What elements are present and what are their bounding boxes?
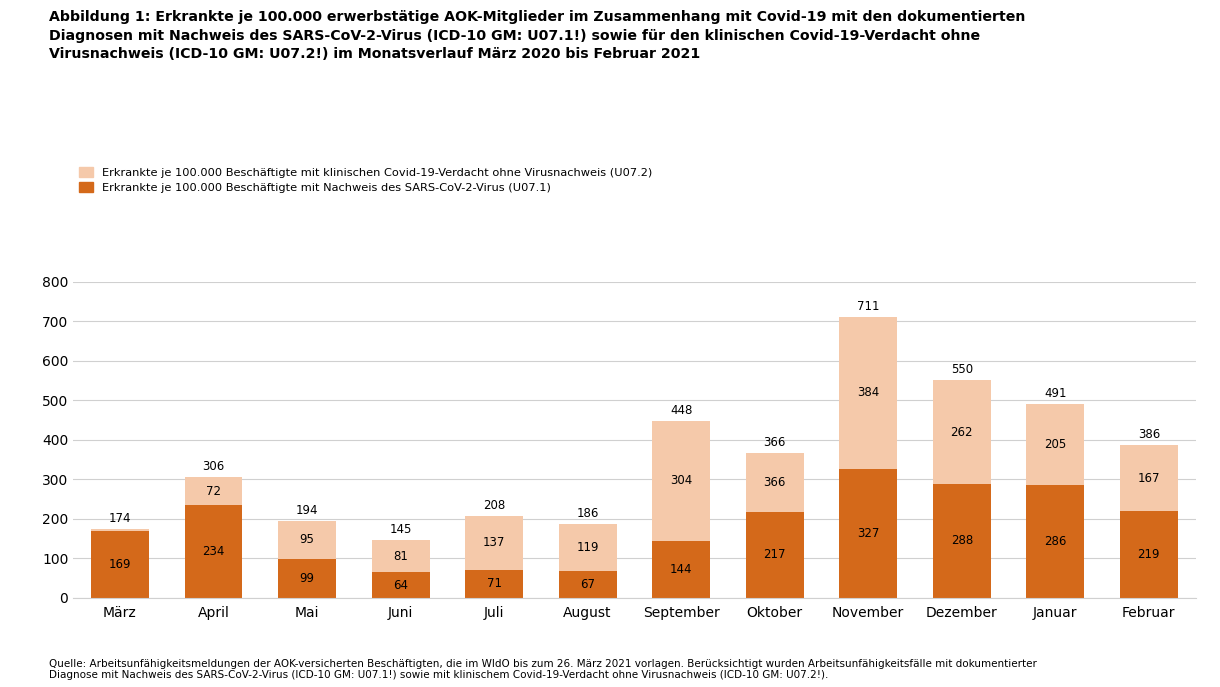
Text: 119: 119 [576,541,599,554]
Text: Abbildung 1: Erkrankte je 100.000 erwerbstätige AOK-Mitglieder im Zusammenhang m: Abbildung 1: Erkrankte je 100.000 erwerb… [49,10,1025,61]
Text: 262: 262 [950,426,974,439]
Bar [92,529,149,531]
Bar [278,559,336,598]
Bar [653,420,710,541]
Bar [465,570,523,598]
Text: 194: 194 [295,504,318,517]
Text: 208: 208 [483,499,505,512]
Text: 64: 64 [393,578,407,592]
Bar [465,515,523,570]
Bar [1026,404,1085,485]
Bar [1120,445,1177,511]
Text: 205: 205 [1044,438,1066,451]
Text: 366: 366 [764,436,786,449]
Bar [745,453,804,512]
Bar [653,541,710,598]
Bar [933,484,991,598]
Bar [933,381,991,484]
Text: 304: 304 [670,474,692,487]
Text: 448: 448 [670,404,693,417]
Bar [184,505,243,598]
Text: 167: 167 [1137,472,1160,485]
Text: 288: 288 [950,534,972,548]
Bar [559,571,616,598]
Text: 711: 711 [856,300,880,313]
Text: 491: 491 [1044,387,1066,400]
Text: 306: 306 [203,460,224,473]
Bar [745,512,804,598]
Text: 186: 186 [576,507,599,520]
Text: 67: 67 [581,578,595,591]
Text: 169: 169 [109,558,132,571]
Text: 99: 99 [300,572,315,585]
Bar [1120,511,1177,598]
Bar [559,524,616,571]
Text: 217: 217 [764,548,786,561]
Text: 71: 71 [487,577,501,590]
Bar [1026,485,1085,598]
Text: 145: 145 [389,523,412,537]
Text: 95: 95 [300,533,315,546]
Text: Quelle: Arbeitsunfähigkeitsmeldungen der AOK-versicherten Beschäftigten, die im : Quelle: Arbeitsunfähigkeitsmeldungen der… [49,659,1037,680]
Bar [372,541,429,572]
Bar [92,531,149,598]
Text: 219: 219 [1137,548,1160,561]
Text: 384: 384 [858,386,880,399]
Bar [839,317,897,469]
Text: 286: 286 [1044,534,1066,548]
Text: 137: 137 [483,536,505,549]
Bar [372,572,429,598]
Bar [839,469,897,598]
Text: 366: 366 [764,476,786,489]
Text: 234: 234 [203,545,224,558]
Text: 81: 81 [393,550,407,563]
Text: 174: 174 [109,512,132,525]
Bar [278,521,336,559]
Text: 327: 327 [856,527,880,539]
Text: 72: 72 [206,484,221,497]
Text: 386: 386 [1138,428,1160,441]
Text: 550: 550 [950,363,972,376]
Legend: Erkrankte je 100.000 Beschäftigte mit klinischen Covid-19-Verdacht ohne Virusnac: Erkrankte je 100.000 Beschäftigte mit kl… [79,167,651,193]
Bar [184,477,243,505]
Text: 144: 144 [670,563,693,576]
